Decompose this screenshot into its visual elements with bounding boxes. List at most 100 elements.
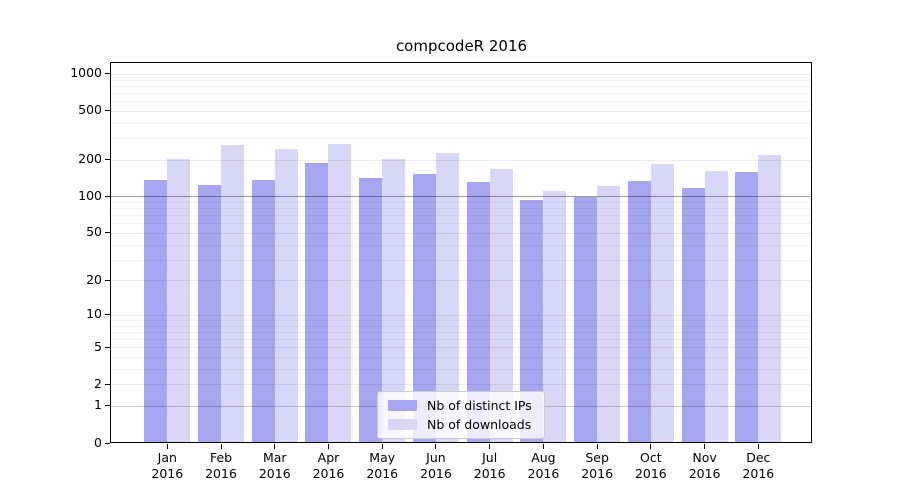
gridline xyxy=(111,325,811,327)
x-tick-year: 2016 xyxy=(473,466,506,481)
gridline xyxy=(111,320,811,321)
legend-swatch-downloads xyxy=(388,419,417,430)
gridline xyxy=(111,122,811,124)
y-tick-mark xyxy=(105,195,110,197)
bar-distinct-ips xyxy=(574,196,598,442)
plot-area xyxy=(110,62,812,443)
legend-label: Nb of downloads xyxy=(427,417,532,432)
y-tick-mark xyxy=(105,110,110,112)
y-tick-mark xyxy=(105,159,110,161)
gridline xyxy=(111,339,811,341)
y-tick-label: 20 xyxy=(86,271,102,287)
x-tick-label: Jun 2016 xyxy=(404,450,468,482)
bar-distinct-ips xyxy=(198,185,222,442)
x-tick-label: May 2016 xyxy=(350,450,414,482)
y-tick-mark xyxy=(105,346,110,348)
bar-distinct-ips xyxy=(735,171,759,442)
legend-swatch-distinct-ips xyxy=(388,400,417,411)
x-tick-year: 2016 xyxy=(312,466,345,481)
y-tick-mark xyxy=(105,383,110,385)
x-tick-month: Jun xyxy=(426,450,446,465)
bar-distinct-ips xyxy=(412,173,436,442)
gridline xyxy=(111,79,811,81)
x-tick-label: Apr 2016 xyxy=(296,450,360,482)
x-tick-mark xyxy=(757,443,759,449)
gridline xyxy=(111,101,811,103)
bar-distinct-ips xyxy=(466,182,490,442)
gridline xyxy=(111,357,811,359)
legend-item-downloads: Nb of downloads xyxy=(388,417,532,432)
y-tick-label: 0 xyxy=(94,434,102,450)
bar-downloads xyxy=(435,152,459,442)
x-tick-month: Dec xyxy=(746,450,771,465)
bar-downloads xyxy=(328,143,352,442)
gridline xyxy=(111,314,811,316)
x-tick-month: Feb xyxy=(209,450,233,465)
gridline xyxy=(111,93,811,94)
x-tick-year: 2016 xyxy=(205,466,237,481)
gridline xyxy=(111,73,811,75)
x-tick-mark xyxy=(274,443,276,449)
gridline xyxy=(111,259,811,261)
x-tick-label: Sep 2016 xyxy=(565,450,629,482)
bar-downloads xyxy=(382,159,406,442)
x-tick-mark xyxy=(381,443,383,449)
gridline xyxy=(111,202,811,204)
gridline xyxy=(111,384,811,386)
x-tick-mark xyxy=(166,443,168,449)
gridline xyxy=(111,196,811,198)
y-tick-label: 5 xyxy=(94,338,102,354)
x-tick-month: Sep xyxy=(585,450,609,465)
y-tick-label: 200 xyxy=(78,151,102,167)
x-tick-month: Nov xyxy=(692,450,717,465)
y-tick-mark xyxy=(105,232,110,234)
x-tick-year: 2016 xyxy=(581,466,614,481)
x-tick-mark xyxy=(327,443,329,449)
bar-distinct-ips xyxy=(520,199,544,442)
gridline xyxy=(111,110,811,112)
gridline xyxy=(111,208,811,210)
y-tick-label: 1000 xyxy=(70,65,102,81)
bar-distinct-ips xyxy=(681,187,705,442)
y-tick-mark xyxy=(105,405,110,407)
bar-downloads xyxy=(167,158,191,442)
bar-downloads xyxy=(597,186,621,442)
gridline xyxy=(111,347,811,349)
legend-item-distinct-ips: Nb of distinct IPs xyxy=(388,398,532,413)
gridline xyxy=(111,138,811,140)
x-tick-month: Jul xyxy=(482,450,498,465)
x-tick-year: 2016 xyxy=(527,466,560,481)
bar-downloads xyxy=(543,190,567,442)
bar-downloads xyxy=(650,164,674,442)
x-tick-mark xyxy=(489,443,491,449)
x-tick-mark xyxy=(650,443,652,449)
y-tick-label: 500 xyxy=(78,102,102,118)
y-tick-mark xyxy=(105,314,110,316)
y-tick-mark xyxy=(105,279,110,281)
x-tick-month: May xyxy=(369,450,396,465)
bar-downloads xyxy=(704,171,728,442)
gridline xyxy=(111,223,811,225)
x-tick-month: Mar xyxy=(262,450,287,465)
gridline xyxy=(111,280,811,282)
bar-downloads xyxy=(221,145,245,442)
x-tick-label: Mar 2016 xyxy=(243,450,307,482)
x-tick-year: 2016 xyxy=(151,466,184,481)
bar-distinct-ips xyxy=(305,163,329,442)
x-tick-month: Apr xyxy=(317,450,340,465)
gridline xyxy=(111,232,811,234)
chart-title: compcodeR 2016 xyxy=(395,37,528,55)
bar-downloads xyxy=(274,149,298,442)
x-tick-label: Jan 2016 xyxy=(135,450,199,482)
y-tick-label: 1 xyxy=(94,397,102,413)
gridline xyxy=(111,244,811,246)
legend-label: Nb of distinct IPs xyxy=(427,398,532,413)
y-tick-label: 50 xyxy=(86,224,102,240)
x-tick-mark xyxy=(596,443,598,449)
y-tick-mark xyxy=(105,442,110,444)
x-tick-month: Aug xyxy=(531,450,556,465)
x-tick-mark xyxy=(704,443,706,449)
x-tick-label: Jul 2016 xyxy=(458,450,522,482)
x-tick-label: Feb 2016 xyxy=(189,450,253,482)
